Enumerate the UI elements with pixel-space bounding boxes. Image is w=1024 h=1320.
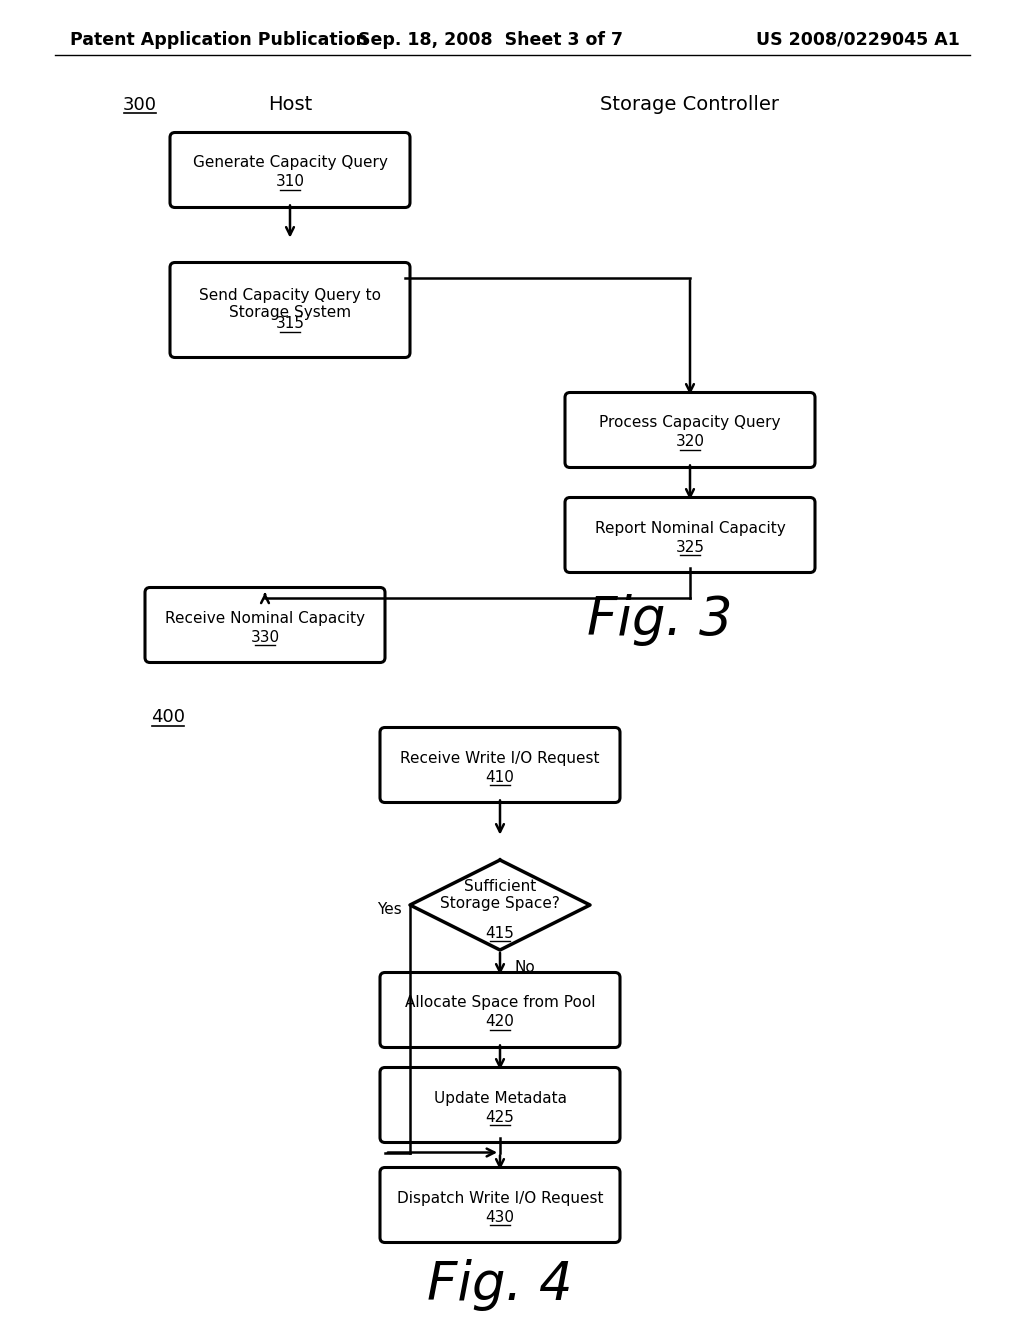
Text: Dispatch Write I/O Request: Dispatch Write I/O Request [396,1191,603,1205]
Text: 315: 315 [275,317,304,331]
Text: Update Metadata: Update Metadata [433,1090,566,1106]
Text: 410: 410 [485,770,514,784]
Text: 325: 325 [676,540,705,554]
Text: Fig. 4: Fig. 4 [427,1259,572,1311]
Text: 310: 310 [275,174,304,190]
Text: 300: 300 [123,96,157,114]
Text: 430: 430 [485,1209,514,1225]
Text: Yes: Yes [377,903,402,917]
Text: Receive Write I/O Request: Receive Write I/O Request [400,751,600,766]
FancyBboxPatch shape [145,587,385,663]
FancyBboxPatch shape [380,727,620,803]
Text: Send Capacity Query to
Storage System: Send Capacity Query to Storage System [199,288,381,321]
Text: Fig. 3: Fig. 3 [587,594,733,645]
Text: 400: 400 [151,708,185,726]
Text: Sep. 18, 2008  Sheet 3 of 7: Sep. 18, 2008 Sheet 3 of 7 [357,30,623,49]
Text: Generate Capacity Query: Generate Capacity Query [193,156,387,170]
Text: 320: 320 [676,434,705,450]
Text: Storage Controller: Storage Controller [600,95,779,115]
FancyBboxPatch shape [170,132,410,207]
Text: No: No [515,961,536,975]
Text: 420: 420 [485,1015,514,1030]
Text: 425: 425 [485,1110,514,1125]
Text: US 2008/0229045 A1: US 2008/0229045 A1 [756,30,961,49]
Text: Report Nominal Capacity: Report Nominal Capacity [595,520,785,536]
FancyBboxPatch shape [380,1167,620,1242]
Text: Process Capacity Query: Process Capacity Query [599,416,780,430]
FancyBboxPatch shape [380,973,620,1048]
FancyBboxPatch shape [380,1068,620,1143]
Text: Host: Host [268,95,312,115]
FancyBboxPatch shape [565,498,815,573]
Polygon shape [410,861,590,950]
Text: 330: 330 [251,630,280,644]
Text: Patent Application Publication: Patent Application Publication [70,30,368,49]
Text: Sufficient
Storage Space?: Sufficient Storage Space? [440,879,560,911]
FancyBboxPatch shape [170,263,410,358]
Text: Allocate Space from Pool: Allocate Space from Pool [404,995,595,1011]
Text: Receive Nominal Capacity: Receive Nominal Capacity [165,610,365,626]
Text: 415: 415 [485,925,514,940]
FancyBboxPatch shape [565,392,815,467]
